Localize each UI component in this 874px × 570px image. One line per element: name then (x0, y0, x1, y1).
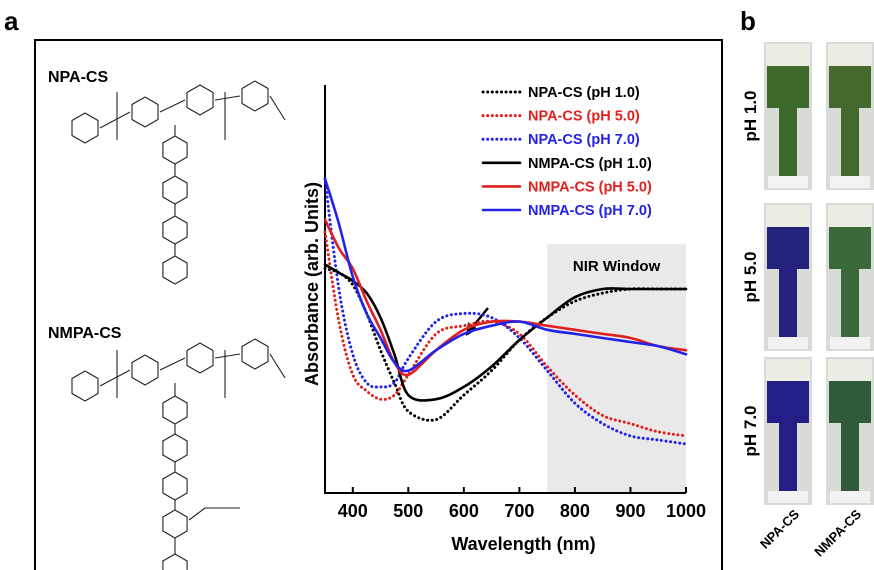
x-tick-label: 600 (449, 501, 479, 521)
legend-label: NPA-CS (pH 1.0) (528, 85, 640, 101)
cuvette-cap (828, 205, 872, 227)
row-label: pH 1.0 (741, 90, 760, 141)
chemical-structures (71, 80, 286, 570)
structure-ring (186, 342, 214, 374)
structure-bond (214, 95, 241, 101)
cuvette-base (830, 337, 870, 349)
series-line (323, 230, 688, 438)
cuvette-cap (828, 359, 872, 381)
cuvette-liquid (829, 227, 871, 269)
structure-ring (162, 135, 188, 165)
series-line (323, 177, 688, 373)
x-tick-label: 1000 (666, 501, 706, 521)
cuvette-base (830, 176, 870, 188)
cuvette-liquid (841, 269, 859, 337)
structure-bond (159, 99, 186, 113)
cuvette-liquid (829, 381, 871, 423)
x-tick-label: 800 (560, 501, 590, 521)
row-label: pH 7.0 (741, 405, 760, 456)
structure-ring (162, 175, 188, 205)
annotation: NIR Window (573, 258, 661, 275)
y-axis-label: Absorbance (arb. Units) (302, 182, 322, 386)
structure-ring (162, 471, 188, 501)
cuvette-liquid (841, 108, 859, 176)
cuvette-base (830, 491, 870, 503)
structure-bond (269, 353, 286, 379)
legend-label: NPA-CS (pH 7.0) (528, 132, 640, 148)
structure-ring (162, 433, 188, 463)
x-axis-label: Wavelength (nm) (451, 534, 595, 554)
legend-label: NMPA-CS (pH 7.0) (528, 203, 652, 219)
column-label: NMPA-CS (811, 506, 864, 559)
cuvette-liquid (829, 66, 871, 108)
cuvette-cap (828, 44, 872, 66)
structure-ring (162, 255, 188, 285)
structure-ring (241, 80, 269, 112)
cuvette-cap (766, 205, 810, 227)
panel-frame (34, 39, 723, 570)
panel-label: b (740, 6, 756, 36)
structure-bond (159, 357, 186, 371)
structure-ring (162, 395, 188, 425)
x-tick-label: 400 (338, 501, 368, 521)
x-tick-label: 900 (615, 501, 645, 521)
panel-label: a (4, 6, 19, 36)
structure-bond (269, 95, 286, 121)
cuvette-liquid (841, 423, 859, 491)
cuvette-liquid (767, 227, 809, 269)
cuvette-base (768, 176, 808, 188)
cuvette-liquid (779, 108, 797, 176)
structure-ring (162, 553, 188, 570)
structure-bond (188, 507, 206, 521)
cuvette-liquid (767, 381, 809, 423)
cuvette-liquid (779, 423, 797, 491)
nir-window (547, 244, 686, 493)
cuvette-base (768, 337, 808, 349)
row-label: pH 5.0 (741, 251, 760, 302)
legend-label: NMPA-CS (pH 1.0) (528, 156, 652, 172)
structure-ring (162, 509, 188, 539)
structure-ring (162, 215, 188, 245)
structure-name: NPA-CS (48, 69, 108, 86)
cuvette-liquid (779, 269, 797, 337)
cuvette-cap (766, 44, 810, 66)
legend-label: NPA-CS (pH 5.0) (528, 109, 640, 125)
cuvette-photos: pH 1.0 pH 5.0 pH 7.0 NPA-CS NMPA-CS (741, 42, 874, 559)
x-tick-label: 700 (504, 501, 534, 521)
structure-bond (99, 369, 131, 387)
structure-name: NMPA-CS (48, 325, 122, 342)
cuvette-liquid (767, 66, 809, 108)
legend-label: NMPA-CS (pH 5.0) (528, 179, 652, 195)
series-line (323, 218, 688, 377)
structure-ring (71, 112, 99, 144)
structure-ring (71, 370, 99, 402)
structure-ring (131, 354, 159, 386)
structure-bond (99, 111, 131, 129)
cuvette-base (768, 491, 808, 503)
plot: NIR Window 400 500 600 700 800 900 1000 Waveleng… (302, 85, 706, 554)
structure-ring (241, 338, 269, 370)
structure-ring (186, 84, 214, 116)
series-line (323, 177, 688, 446)
x-tick-label: 500 (393, 501, 423, 521)
cuvette-cap (766, 359, 810, 381)
structure-ring (131, 96, 159, 128)
structure-bond (214, 353, 241, 359)
column-label: NPA-CS (757, 506, 802, 551)
